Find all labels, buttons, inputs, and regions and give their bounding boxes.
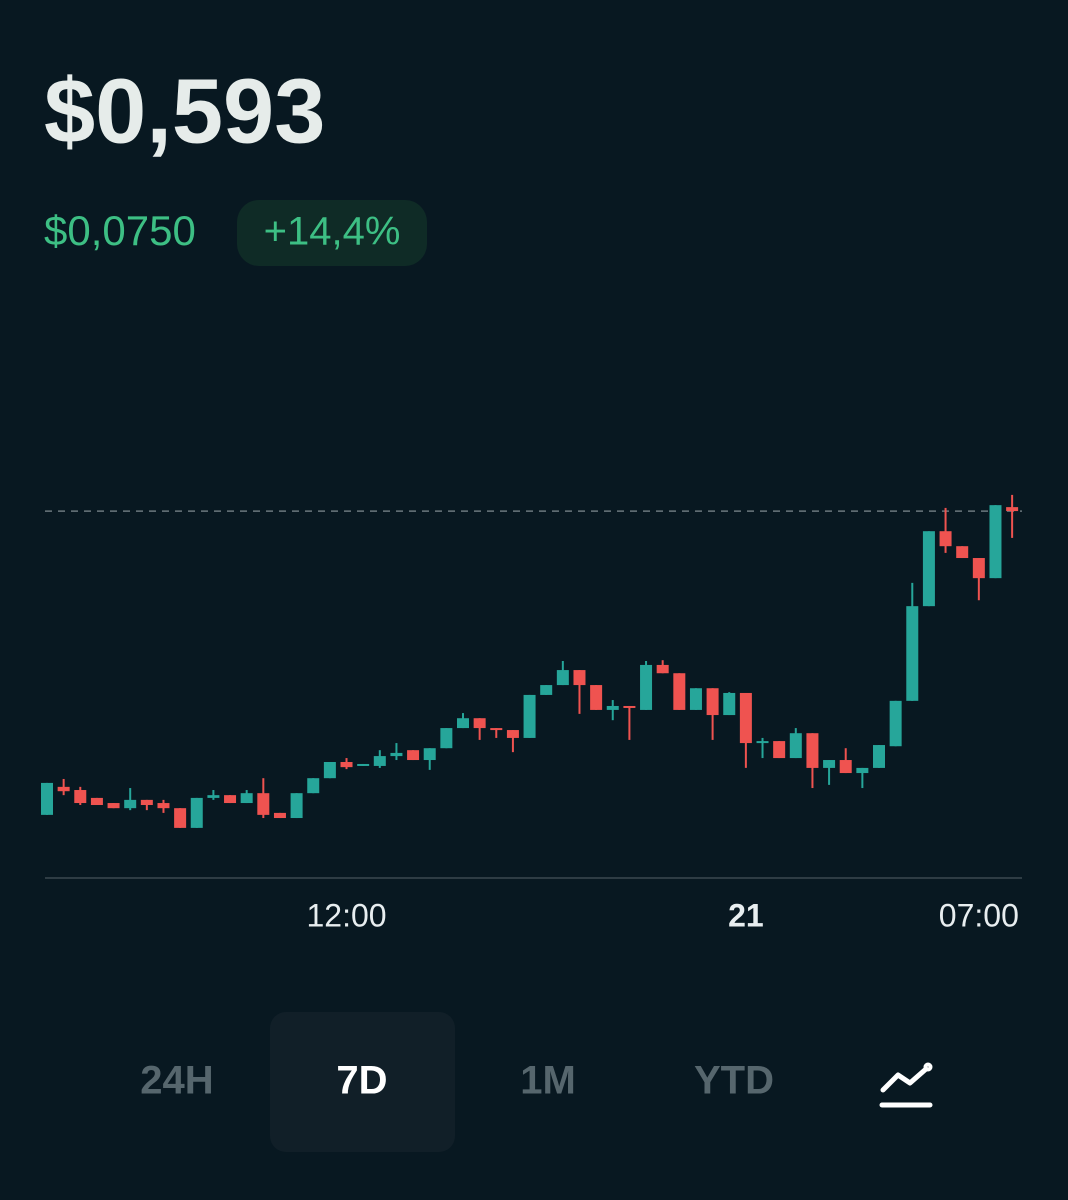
candle-body <box>773 741 786 759</box>
candle-body <box>922 531 935 607</box>
candle-body <box>1006 507 1019 512</box>
candle-body <box>823 760 836 768</box>
candle-body <box>307 778 320 794</box>
candle-body <box>390 752 403 757</box>
candle-body <box>873 745 885 768</box>
candle-body <box>224 795 237 804</box>
candle-body <box>140 799 153 806</box>
change-badge <box>237 200 427 266</box>
candle-body <box>57 786 70 792</box>
candle-body <box>423 748 436 761</box>
candle-body <box>257 793 270 815</box>
candle-body <box>723 692 736 716</box>
line-icon <box>880 1066 929 1093</box>
candle-body <box>623 705 636 708</box>
candle-body <box>706 688 719 716</box>
candle-body <box>240 793 253 804</box>
range-button[interactable]: 1M <box>520 1059 576 1103</box>
candle-body <box>506 730 519 738</box>
candle-body <box>739 692 752 744</box>
line-icon-dot <box>923 1062 933 1072</box>
candle-body <box>590 685 603 710</box>
candle-body <box>41 782 53 815</box>
candle-body <box>889 700 902 747</box>
candle-body <box>340 762 353 768</box>
candle-body <box>839 760 852 774</box>
candle-body <box>457 718 469 729</box>
candle-body <box>107 803 120 809</box>
candle-body <box>190 797 203 828</box>
candle-body <box>673 673 686 710</box>
range-button[interactable]: 7D <box>336 1059 387 1103</box>
change-percent: +14,4% <box>264 210 401 254</box>
candle-body <box>357 763 370 766</box>
candle-body <box>540 685 553 695</box>
candle-body <box>440 728 453 749</box>
chart: 12:00 21 07:00 <box>41 494 1022 933</box>
candle-body <box>323 762 336 779</box>
x-tick-label: 21 <box>728 897 764 933</box>
x-tick-label: 07:00 <box>939 897 1019 933</box>
candle-body <box>972 558 985 579</box>
candle-body <box>407 750 420 761</box>
candle-body <box>640 664 653 710</box>
price-change: $0,0750 <box>44 207 196 254</box>
candle-body <box>90 797 103 806</box>
candle-body <box>74 790 87 804</box>
chart-style-button[interactable] <box>879 1062 933 1108</box>
candle-body <box>290 793 303 819</box>
candle-body <box>174 808 187 828</box>
candle-body <box>939 531 952 547</box>
candle-body <box>906 606 919 701</box>
candle-body <box>606 705 619 710</box>
candle-body <box>806 733 819 768</box>
candle-body <box>656 664 669 674</box>
candle-body <box>556 670 569 686</box>
candle-body <box>207 795 220 798</box>
price: $0,593 <box>44 60 325 162</box>
candle-body <box>157 803 170 809</box>
candle-body <box>124 799 137 809</box>
range-button[interactable]: 24H <box>140 1059 213 1103</box>
candle-body <box>989 505 1002 579</box>
candle-body <box>490 728 503 731</box>
candle-body <box>689 688 702 710</box>
candle-body <box>756 741 769 744</box>
candle-body <box>573 670 586 686</box>
candle-body <box>789 733 802 759</box>
candle-body <box>856 767 869 774</box>
candle-body <box>473 718 486 729</box>
candle-body <box>523 694 536 738</box>
x-tick-label: 12:00 <box>306 897 386 933</box>
range-button[interactable]: YTD <box>694 1059 774 1103</box>
candle-body <box>373 756 386 766</box>
range-buttons: 24H 7D 1M YTD <box>140 1012 774 1152</box>
selected-button-bg <box>270 1012 455 1152</box>
candle-body <box>273 812 286 819</box>
candle-body <box>956 546 969 559</box>
